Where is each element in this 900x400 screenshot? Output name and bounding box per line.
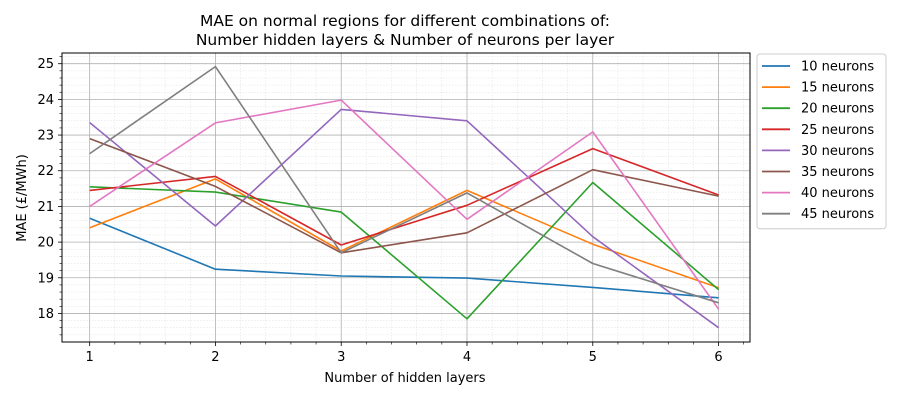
legend: 10 neurons 15 neurons 20 neurons 25 neurons… xyxy=(756,53,887,230)
legend-item: 40 neurons xyxy=(762,186,874,201)
x-tick-label: 3 xyxy=(337,350,345,365)
legend-label: 40 neurons xyxy=(801,186,874,201)
chart-title: MAE on normal regions for different comb… xyxy=(200,12,610,30)
legend-item: 20 neurons xyxy=(762,102,874,117)
y-tick-label: 24 xyxy=(37,93,54,108)
x-tick-label: 5 xyxy=(589,350,597,365)
x-tick-label: 6 xyxy=(714,350,722,365)
chart-subtitle: Number hidden layers & Number of neurons… xyxy=(196,31,615,49)
legend-item: 35 neurons xyxy=(762,165,874,180)
legend-label: 15 neurons xyxy=(801,81,874,96)
x-axis-label: Number of hidden layers xyxy=(324,371,485,386)
y-tick-label: 21 xyxy=(37,200,54,215)
legend-box xyxy=(756,53,887,230)
series-line-15-neurons xyxy=(89,178,719,289)
y-tick-label: 23 xyxy=(37,129,54,144)
series-line-30-neurons xyxy=(89,108,720,329)
y-tick-label: 19 xyxy=(37,271,54,286)
legend-item: 30 neurons xyxy=(762,144,874,159)
legend-label: 25 neurons xyxy=(801,123,874,138)
series-line-45-neurons xyxy=(89,65,719,304)
axis-ticks xyxy=(58,56,745,346)
series-line-40-neurons xyxy=(89,99,720,310)
legend-item: 10 neurons xyxy=(762,60,874,75)
legend-label: 30 neurons xyxy=(801,144,874,159)
legend-item: 15 neurons xyxy=(762,81,874,96)
legend-item: 45 neurons xyxy=(762,207,874,222)
series-line-25-neurons xyxy=(89,147,719,246)
series-line-35-neurons xyxy=(89,137,719,254)
legend-label: 45 neurons xyxy=(801,207,874,222)
x-tick-label: 4 xyxy=(463,350,471,365)
x-tick-label: 2 xyxy=(211,350,219,365)
legend-label: 35 neurons xyxy=(801,165,874,180)
legend-label: 20 neurons xyxy=(801,102,874,117)
series-line-20-neurons xyxy=(89,181,720,320)
y-tick-label: 25 xyxy=(37,57,54,72)
minor-grid xyxy=(62,53,750,342)
y-axis-label: MAE (£/MWh) xyxy=(15,154,30,242)
y-tick-label: 18 xyxy=(37,307,54,322)
x-tick-label: 1 xyxy=(86,350,94,365)
y-tick-label: 22 xyxy=(37,164,54,179)
legend-item: 25 neurons xyxy=(762,123,874,138)
major-grid xyxy=(62,53,750,342)
plot-frame xyxy=(61,52,751,343)
series-line-10-neurons xyxy=(89,217,719,299)
y-tick-label: 20 xyxy=(37,236,54,251)
legend-label: 10 neurons xyxy=(801,60,874,75)
series-lines xyxy=(89,65,720,329)
